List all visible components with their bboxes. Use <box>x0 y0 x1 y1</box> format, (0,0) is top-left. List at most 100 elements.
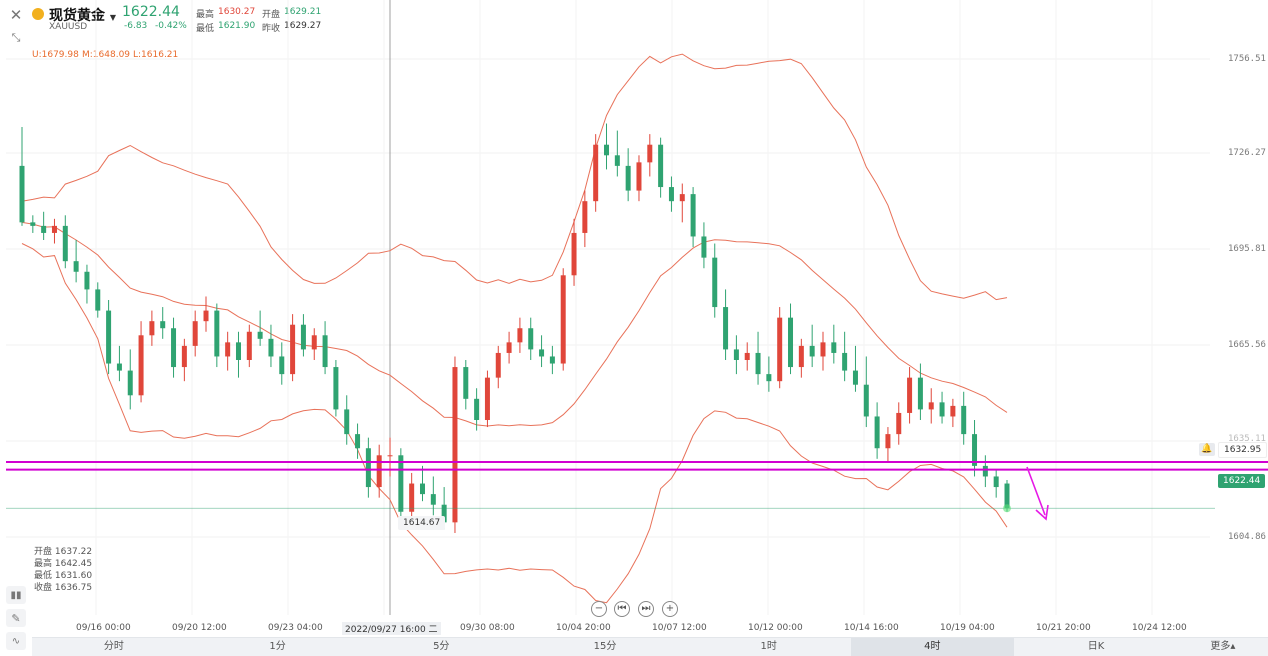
y-tick: 1665.56 <box>1228 340 1266 350</box>
x-tick: 09/23 04:00 <box>268 623 323 633</box>
alert-price-tag: 1632.95 <box>1218 442 1268 458</box>
candle-body <box>517 328 523 343</box>
candle-body <box>257 331 263 339</box>
symbol-title[interactable]: 现货黄金 ▼ <box>49 5 116 25</box>
tab-1min[interactable]: 1分 <box>269 641 286 652</box>
candlestick-chart[interactable] <box>0 0 1268 637</box>
candle-body <box>528 328 534 350</box>
candle-body <box>138 335 144 396</box>
candle-body <box>203 310 209 322</box>
candle-body <box>398 455 404 512</box>
x-tick: 10/24 12:00 <box>1132 623 1187 633</box>
high-value: 1630.27 <box>218 7 256 17</box>
prev-close-label: 昨收 <box>262 24 281 34</box>
candle-body <box>355 434 361 449</box>
chevron-down-icon[interactable]: ▼ <box>109 13 117 22</box>
candle-body <box>365 448 371 488</box>
candle-body <box>679 194 685 202</box>
tab-1h[interactable]: 1时 <box>760 641 777 652</box>
candle-body <box>127 370 133 396</box>
candle-body <box>982 465 988 477</box>
candle-body <box>452 367 458 523</box>
candle-body <box>939 402 945 417</box>
boll-lower: L:1616.21 <box>133 50 179 60</box>
ohlc-high: 最高 1642.45 <box>34 559 93 569</box>
open-label: 开盘 <box>262 10 281 20</box>
close-button[interactable]: ✕ <box>9 6 23 24</box>
x-tick: 10/04 20:00 <box>556 623 611 633</box>
candle-body <box>106 310 112 364</box>
candle-body <box>755 352 761 375</box>
scroll-end-button[interactable]: ⏭ <box>638 601 654 617</box>
more-button[interactable]: 更多▴ <box>1210 641 1236 652</box>
candle-body <box>961 405 967 435</box>
candle-body <box>625 165 631 191</box>
zoom-in-button[interactable]: + <box>662 601 678 617</box>
candle-body <box>733 349 739 360</box>
candle-body <box>376 455 382 488</box>
y-tick-partial: 1635.11 <box>1228 434 1266 444</box>
candle-body <box>593 144 599 202</box>
candle-body <box>614 155 620 166</box>
x-tick: 10/14 16:00 <box>844 623 899 633</box>
symbol-code: XAUUSD <box>49 22 88 32</box>
symbol-name: 现货黄金 <box>49 8 105 24</box>
candle-body <box>246 331 252 360</box>
candle-body <box>582 201 588 233</box>
trend-icon[interactable]: ∿ <box>6 632 26 650</box>
gold-coin-icon <box>32 8 44 20</box>
scroll-start-button[interactable]: ⏮ <box>614 601 630 617</box>
tab-4h[interactable]: 4时 <box>850 638 1015 656</box>
ohlc-low: 最低 1631.60 <box>34 571 93 581</box>
x-tick: 10/12 00:00 <box>748 623 803 633</box>
candle-body <box>300 324 306 350</box>
candle-body <box>885 434 891 449</box>
candle-body <box>636 162 642 191</box>
candle-body <box>647 144 653 163</box>
tab-5min[interactable]: 5分 <box>433 641 450 652</box>
tab-15min[interactable]: 15分 <box>593 641 617 652</box>
indicator-icon[interactable]: ▮▮ <box>6 586 26 604</box>
expand-icon[interactable]: ⤡ <box>11 31 21 44</box>
change-value: -6.83 <box>124 21 148 31</box>
candle-body <box>235 342 241 360</box>
candle-body <box>311 335 317 350</box>
candle-body <box>1004 483 1010 509</box>
candle-body <box>712 257 718 308</box>
candle-body <box>744 352 750 360</box>
trend-arrow-shaft <box>1026 466 1046 516</box>
x-tick: 09/20 12:00 <box>172 623 227 633</box>
candle-body <box>560 275 566 364</box>
y-tick: 1756.51 <box>1228 54 1266 64</box>
current-price-tag: 1622.44 <box>1218 474 1266 488</box>
candle-body <box>30 222 36 226</box>
candle-body <box>842 352 848 371</box>
candle-body <box>268 338 274 357</box>
candle-body <box>852 370 858 385</box>
candle-body <box>766 374 772 382</box>
tab-daily[interactable]: 日K <box>1087 641 1105 652</box>
crosshair-low-label: 1614.67 <box>398 516 446 530</box>
candle-body <box>788 317 794 368</box>
candle-body <box>993 476 999 488</box>
candle-body <box>723 307 729 350</box>
candle-body <box>225 342 231 357</box>
candle-body <box>604 144 610 156</box>
candle-body <box>972 434 978 466</box>
candle-body <box>495 352 501 378</box>
candle-body <box>463 367 469 399</box>
tab-timeline[interactable]: 分时 <box>103 641 124 652</box>
pen-icon[interactable]: ✎ <box>6 609 26 627</box>
candle-body <box>95 289 101 311</box>
ohlc-close: 收盘 1636.75 <box>34 583 93 593</box>
candle-body <box>51 225 57 233</box>
y-tick: 1726.27 <box>1228 148 1266 158</box>
candle-body <box>149 321 155 336</box>
candle-body <box>907 377 913 413</box>
candle-body <box>950 405 956 417</box>
bell-icon[interactable]: 🔔 <box>1199 443 1215 456</box>
zoom-out-button[interactable]: − <box>591 601 607 617</box>
candle-body <box>549 356 555 364</box>
candle-body <box>19 165 25 223</box>
candle-body <box>409 483 415 512</box>
